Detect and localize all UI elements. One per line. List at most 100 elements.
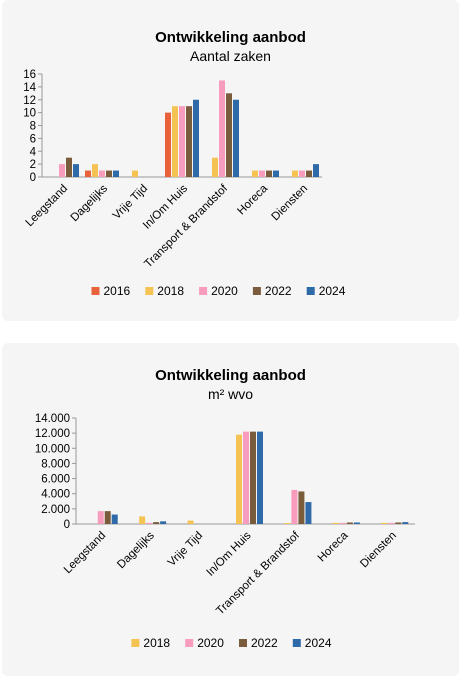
bar-2022 bbox=[153, 522, 160, 524]
y-tick-label: 14 bbox=[23, 82, 36, 94]
legend-label-2022: 2022 bbox=[265, 284, 292, 298]
legend-label-2024: 2024 bbox=[319, 284, 346, 298]
bar-2022 bbox=[66, 157, 72, 177]
bar-2018 bbox=[212, 157, 218, 177]
x-category-label: Diensten bbox=[358, 530, 399, 571]
bar-2020 bbox=[259, 170, 265, 177]
y-tick-label: 0 bbox=[64, 519, 70, 531]
legend-swatch-2018 bbox=[131, 639, 140, 647]
bar-2022 bbox=[226, 93, 232, 177]
legend-label-2018: 2018 bbox=[157, 284, 184, 298]
legend-swatch-2018 bbox=[145, 287, 154, 295]
legend-label-2020: 2020 bbox=[197, 636, 224, 650]
x-category-label: Leegstand bbox=[62, 530, 108, 576]
bar-2022 bbox=[298, 491, 305, 524]
bar-2024 bbox=[273, 170, 279, 177]
bar-2018 bbox=[92, 164, 98, 177]
y-tick-label: 0 bbox=[30, 172, 36, 184]
bar-2016 bbox=[165, 112, 171, 177]
bar-2020 bbox=[243, 431, 249, 524]
y-tick-label: 8 bbox=[30, 121, 36, 133]
bar-2022 bbox=[395, 522, 402, 524]
bar-2024 bbox=[113, 170, 119, 177]
bar-2024 bbox=[111, 514, 118, 524]
y-tick-label: 10.000 bbox=[35, 443, 70, 455]
bar-2018 bbox=[252, 170, 258, 177]
legend-swatch-2024 bbox=[292, 639, 301, 647]
y-tick-label: 4 bbox=[30, 146, 37, 158]
y-tick-label: 8.000 bbox=[41, 458, 70, 470]
legend-label-2022: 2022 bbox=[251, 636, 278, 650]
x-category-label: Vrije Tijd bbox=[166, 530, 205, 569]
bar-2020 bbox=[179, 106, 185, 177]
bar-2020 bbox=[99, 170, 105, 177]
y-tick-label: 2.000 bbox=[41, 504, 70, 516]
bar-2022 bbox=[346, 522, 353, 524]
bar-2018 bbox=[332, 522, 339, 524]
bar-2018 bbox=[284, 523, 291, 524]
bar-2018 bbox=[236, 434, 242, 524]
chart-subtitle: m² wvo bbox=[207, 386, 254, 402]
legend-label-2020: 2020 bbox=[211, 284, 238, 298]
y-tick-label: 6.000 bbox=[41, 474, 70, 486]
bar-2018 bbox=[139, 516, 146, 524]
bar-2020 bbox=[97, 511, 104, 524]
y-tick-label: 12 bbox=[23, 95, 36, 107]
bar-2024 bbox=[402, 522, 409, 524]
x-category-label: Horeca bbox=[235, 182, 270, 217]
bar-2018 bbox=[381, 522, 388, 524]
y-tick-label: 2 bbox=[30, 159, 36, 171]
legend-swatch-2020 bbox=[185, 639, 194, 647]
bar-2020 bbox=[388, 522, 395, 524]
bar-2024 bbox=[257, 431, 263, 524]
bar-2022 bbox=[106, 170, 112, 177]
x-category-label: Vrije Tijd bbox=[111, 183, 150, 222]
bar-2024 bbox=[193, 99, 199, 177]
chart-title: Ontwikkeling aanbod bbox=[155, 367, 306, 384]
x-category-label: In/Om Huis bbox=[204, 529, 253, 578]
chart-card-m2-wvo: Ontwikkeling aanbod m² wvo 0 2.000 4.000 6.… bbox=[2, 343, 459, 676]
x-category-label: Diensten bbox=[270, 183, 311, 224]
bar-2020 bbox=[146, 522, 153, 524]
legend-swatch-2022 bbox=[239, 639, 247, 647]
legend-swatch-2020 bbox=[199, 287, 208, 295]
bar-2024 bbox=[160, 521, 167, 524]
x-category-label: Transport & Brandstof bbox=[214, 529, 302, 617]
bar-2020 bbox=[291, 489, 298, 524]
x-category-label: Horeca bbox=[316, 529, 351, 564]
bar-2022 bbox=[186, 106, 192, 177]
bar-2024 bbox=[73, 164, 79, 177]
legend-swatch-2022 bbox=[252, 287, 261, 295]
y-tick-label: 14.000 bbox=[35, 413, 70, 425]
y-tick-label: 16 bbox=[23, 69, 36, 81]
y-tick-label: 4.000 bbox=[41, 489, 70, 501]
x-category-label: Dagelijks bbox=[115, 529, 157, 571]
x-category-label: Transport & Brandstof bbox=[142, 182, 230, 270]
legend-swatch-2024 bbox=[306, 287, 315, 295]
bar-2022 bbox=[104, 511, 111, 524]
y-tick-label: 12.000 bbox=[35, 428, 70, 440]
bar-2020 bbox=[59, 164, 65, 177]
x-category-label: Leegstand bbox=[24, 183, 70, 229]
y-tick-label: 10 bbox=[23, 108, 36, 120]
chart-m2-wvo: 0 2.000 4.000 6.000 8.000 10.000 12.000 14.000 L… bbox=[35, 413, 415, 650]
legend-label-2024: 2024 bbox=[305, 636, 332, 650]
bar-2024 bbox=[353, 522, 360, 524]
bar-2020 bbox=[299, 170, 305, 177]
legend-label-2016: 2016 bbox=[104, 284, 131, 298]
bar-2020 bbox=[219, 80, 225, 177]
chart-title: Ontwikkeling aanbod bbox=[155, 29, 306, 46]
bar-2018 bbox=[172, 106, 178, 177]
bar-2020 bbox=[339, 522, 346, 524]
bar-2022 bbox=[306, 170, 312, 177]
bar-2018 bbox=[132, 170, 138, 177]
bar-2018 bbox=[292, 170, 298, 177]
chart-card-aantal-zaken: Ontwikkeling aanbod Aantal zaken 0 2 4 6 8 10… bbox=[2, 0, 459, 321]
bar-2024 bbox=[313, 164, 319, 177]
legend-label-2018: 2018 bbox=[143, 636, 170, 650]
y-tick-label: 6 bbox=[30, 133, 36, 145]
bar-2016 bbox=[85, 170, 91, 177]
bar-2024 bbox=[233, 99, 239, 177]
bar-2018 bbox=[187, 520, 194, 524]
